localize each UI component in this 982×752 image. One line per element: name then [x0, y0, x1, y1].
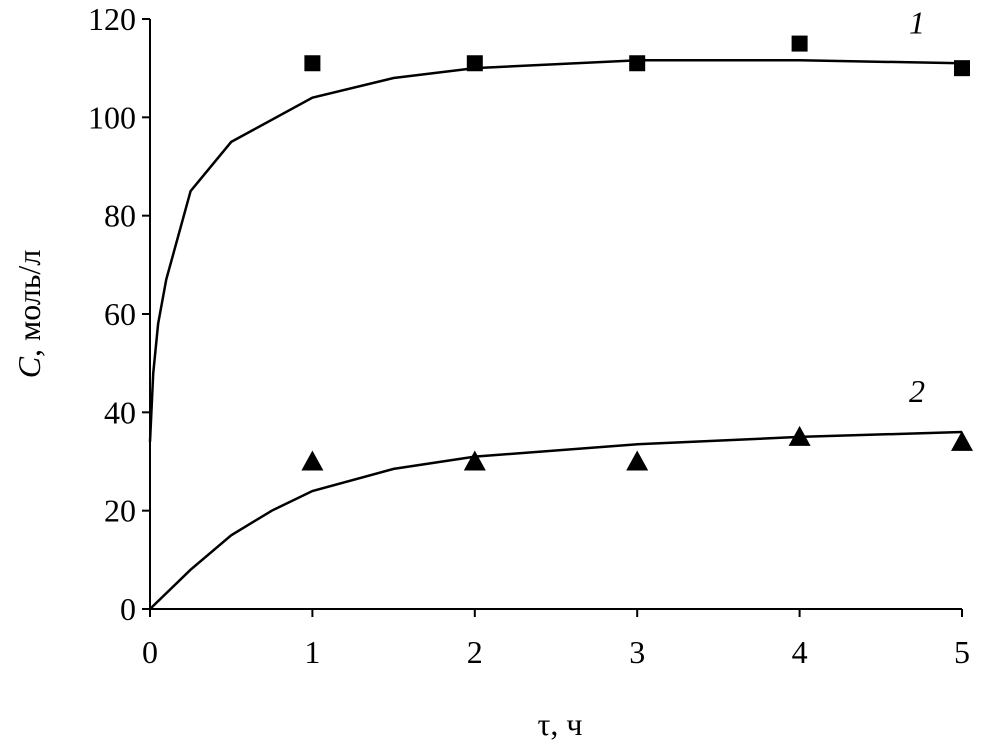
- x-tick-label: 5: [954, 634, 970, 670]
- square-marker: [791, 35, 808, 52]
- x-tick-label: 1: [304, 634, 320, 670]
- x-axis-label: τ, ч: [538, 706, 583, 742]
- triangle-marker: [626, 450, 649, 471]
- triangle-marker: [788, 425, 811, 446]
- triangle-marker: [951, 430, 973, 451]
- x-tick-label: 4: [792, 634, 808, 670]
- y-tick-label: 100: [88, 99, 136, 135]
- square-marker: [629, 55, 646, 72]
- fit-curve: [148, 59, 963, 442]
- y-tick-label: 120: [88, 1, 136, 37]
- y-tick-label: 40: [104, 394, 136, 430]
- square-marker: [304, 55, 321, 72]
- y-tick-label: 20: [104, 493, 136, 529]
- y-tick-label: 60: [104, 296, 136, 332]
- fit-curve: [149, 430, 963, 610]
- triangle-marker: [463, 450, 486, 471]
- y-tick-label: 0: [120, 591, 136, 627]
- triangle-marker: [301, 450, 324, 471]
- square-marker: [954, 60, 970, 77]
- curve-label: 1: [909, 4, 925, 40]
- x-tick-label: 3: [629, 634, 645, 670]
- curve-label: 2: [909, 373, 925, 409]
- x-tick-label: 0: [142, 634, 158, 670]
- square-marker: [466, 55, 483, 72]
- x-tick-label: 2: [467, 634, 483, 670]
- y-tick-label: 80: [104, 198, 136, 234]
- y-axis-symbol: C: [11, 356, 47, 378]
- y-axis-label: C, моль/л: [11, 250, 47, 379]
- y-axis-unit: , моль/л: [11, 250, 47, 357]
